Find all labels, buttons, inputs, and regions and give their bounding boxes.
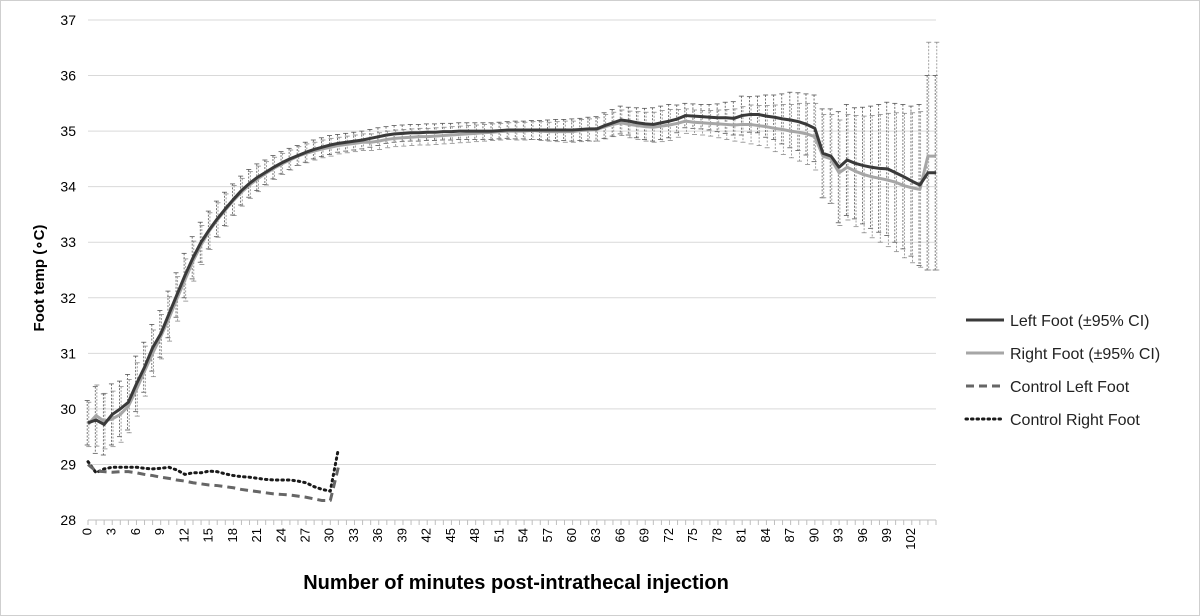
x-tick-label: 18 bbox=[225, 528, 240, 542]
x-tick-label: 6 bbox=[128, 528, 143, 535]
legend-label: Control Right Foot bbox=[1010, 412, 1140, 429]
x-tick-label: 33 bbox=[346, 528, 361, 542]
x-tick-label: 24 bbox=[273, 528, 288, 542]
x-tick-label: 78 bbox=[709, 528, 724, 542]
x-tick-label: 9 bbox=[152, 528, 167, 535]
y-tick-labels: 28 29 30 31 32 33 34 35 36 37 bbox=[60, 12, 76, 528]
axes bbox=[87, 519, 937, 525]
x-tick-label: 27 bbox=[297, 528, 312, 542]
x-tick-label: 81 bbox=[734, 528, 749, 542]
y-tick-label: 36 bbox=[60, 68, 76, 84]
series-line-1 bbox=[86, 119, 936, 426]
y-tick-label: 31 bbox=[60, 345, 76, 361]
x-tick-label: 39 bbox=[394, 528, 409, 542]
x-tick-label: 69 bbox=[637, 528, 652, 542]
y-tick-label: 29 bbox=[60, 456, 76, 472]
x-tick-label: 84 bbox=[758, 528, 773, 542]
x-tick-label: 45 bbox=[443, 528, 458, 542]
series-line-0 bbox=[87, 112, 936, 426]
series-line-3 bbox=[86, 447, 340, 493]
x-tick-label: 66 bbox=[612, 528, 627, 542]
x-tick-label: 12 bbox=[176, 528, 191, 542]
x-tick-label: 42 bbox=[419, 528, 434, 542]
x-tick-label: 63 bbox=[588, 528, 603, 542]
legend-label: Right Foot (±95% CI) bbox=[1010, 346, 1160, 363]
series-lines bbox=[86, 112, 936, 503]
y-tick-label: 32 bbox=[60, 290, 76, 306]
y-axis-title: Foot temp (∘C) bbox=[31, 225, 48, 332]
x-tick-label: 60 bbox=[564, 528, 579, 542]
x-tick-label: 90 bbox=[806, 528, 821, 542]
y-tick-label: 35 bbox=[60, 123, 76, 139]
x-tick-label: 57 bbox=[540, 528, 555, 542]
legend-label: Left Foot (±95% CI) bbox=[1010, 313, 1150, 330]
y-tick-label: 33 bbox=[60, 234, 76, 250]
x-tick-label: 51 bbox=[491, 528, 506, 542]
y-tick-label: 30 bbox=[60, 401, 76, 417]
x-tick-label: 54 bbox=[516, 528, 531, 542]
x-tick-label: 30 bbox=[322, 528, 337, 542]
x-tick-label: 87 bbox=[782, 528, 797, 542]
error-bars bbox=[84, 41, 940, 456]
x-tick-label: 3 bbox=[104, 528, 119, 535]
series-line-2 bbox=[87, 463, 340, 503]
x-tick-label: 96 bbox=[855, 528, 870, 542]
x-tick-label: 102 bbox=[903, 528, 918, 550]
x-tick-label: 36 bbox=[370, 528, 385, 542]
x-tick-labels: 0 3 6 9 12 15 18 21 24 27 30 33 36 39 42 45 48 51 54 57 60 63… bbox=[79, 528, 918, 550]
x-tick-label: 93 bbox=[831, 528, 846, 542]
x-tick-label: 0 bbox=[79, 528, 94, 535]
legend-label: Control Left Foot bbox=[1010, 379, 1130, 396]
x-tick-label: 21 bbox=[249, 528, 264, 542]
x-axis-title: Number of minutes post-intrathecal injec… bbox=[303, 572, 729, 594]
x-tick-label: 48 bbox=[467, 528, 482, 542]
x-tick-label: 99 bbox=[879, 528, 894, 542]
legend: Left Foot (±95% CI) Right Foot (±95% CI) C… bbox=[964, 313, 1160, 429]
y-tick-label: 28 bbox=[60, 512, 76, 528]
x-tick-label: 15 bbox=[201, 528, 216, 542]
gridlines bbox=[88, 19, 936, 521]
x-tick-label: 75 bbox=[685, 528, 700, 542]
x-tick-label: 72 bbox=[661, 528, 676, 542]
y-tick-label: 34 bbox=[60, 179, 76, 195]
y-tick-label: 37 bbox=[60, 12, 76, 28]
